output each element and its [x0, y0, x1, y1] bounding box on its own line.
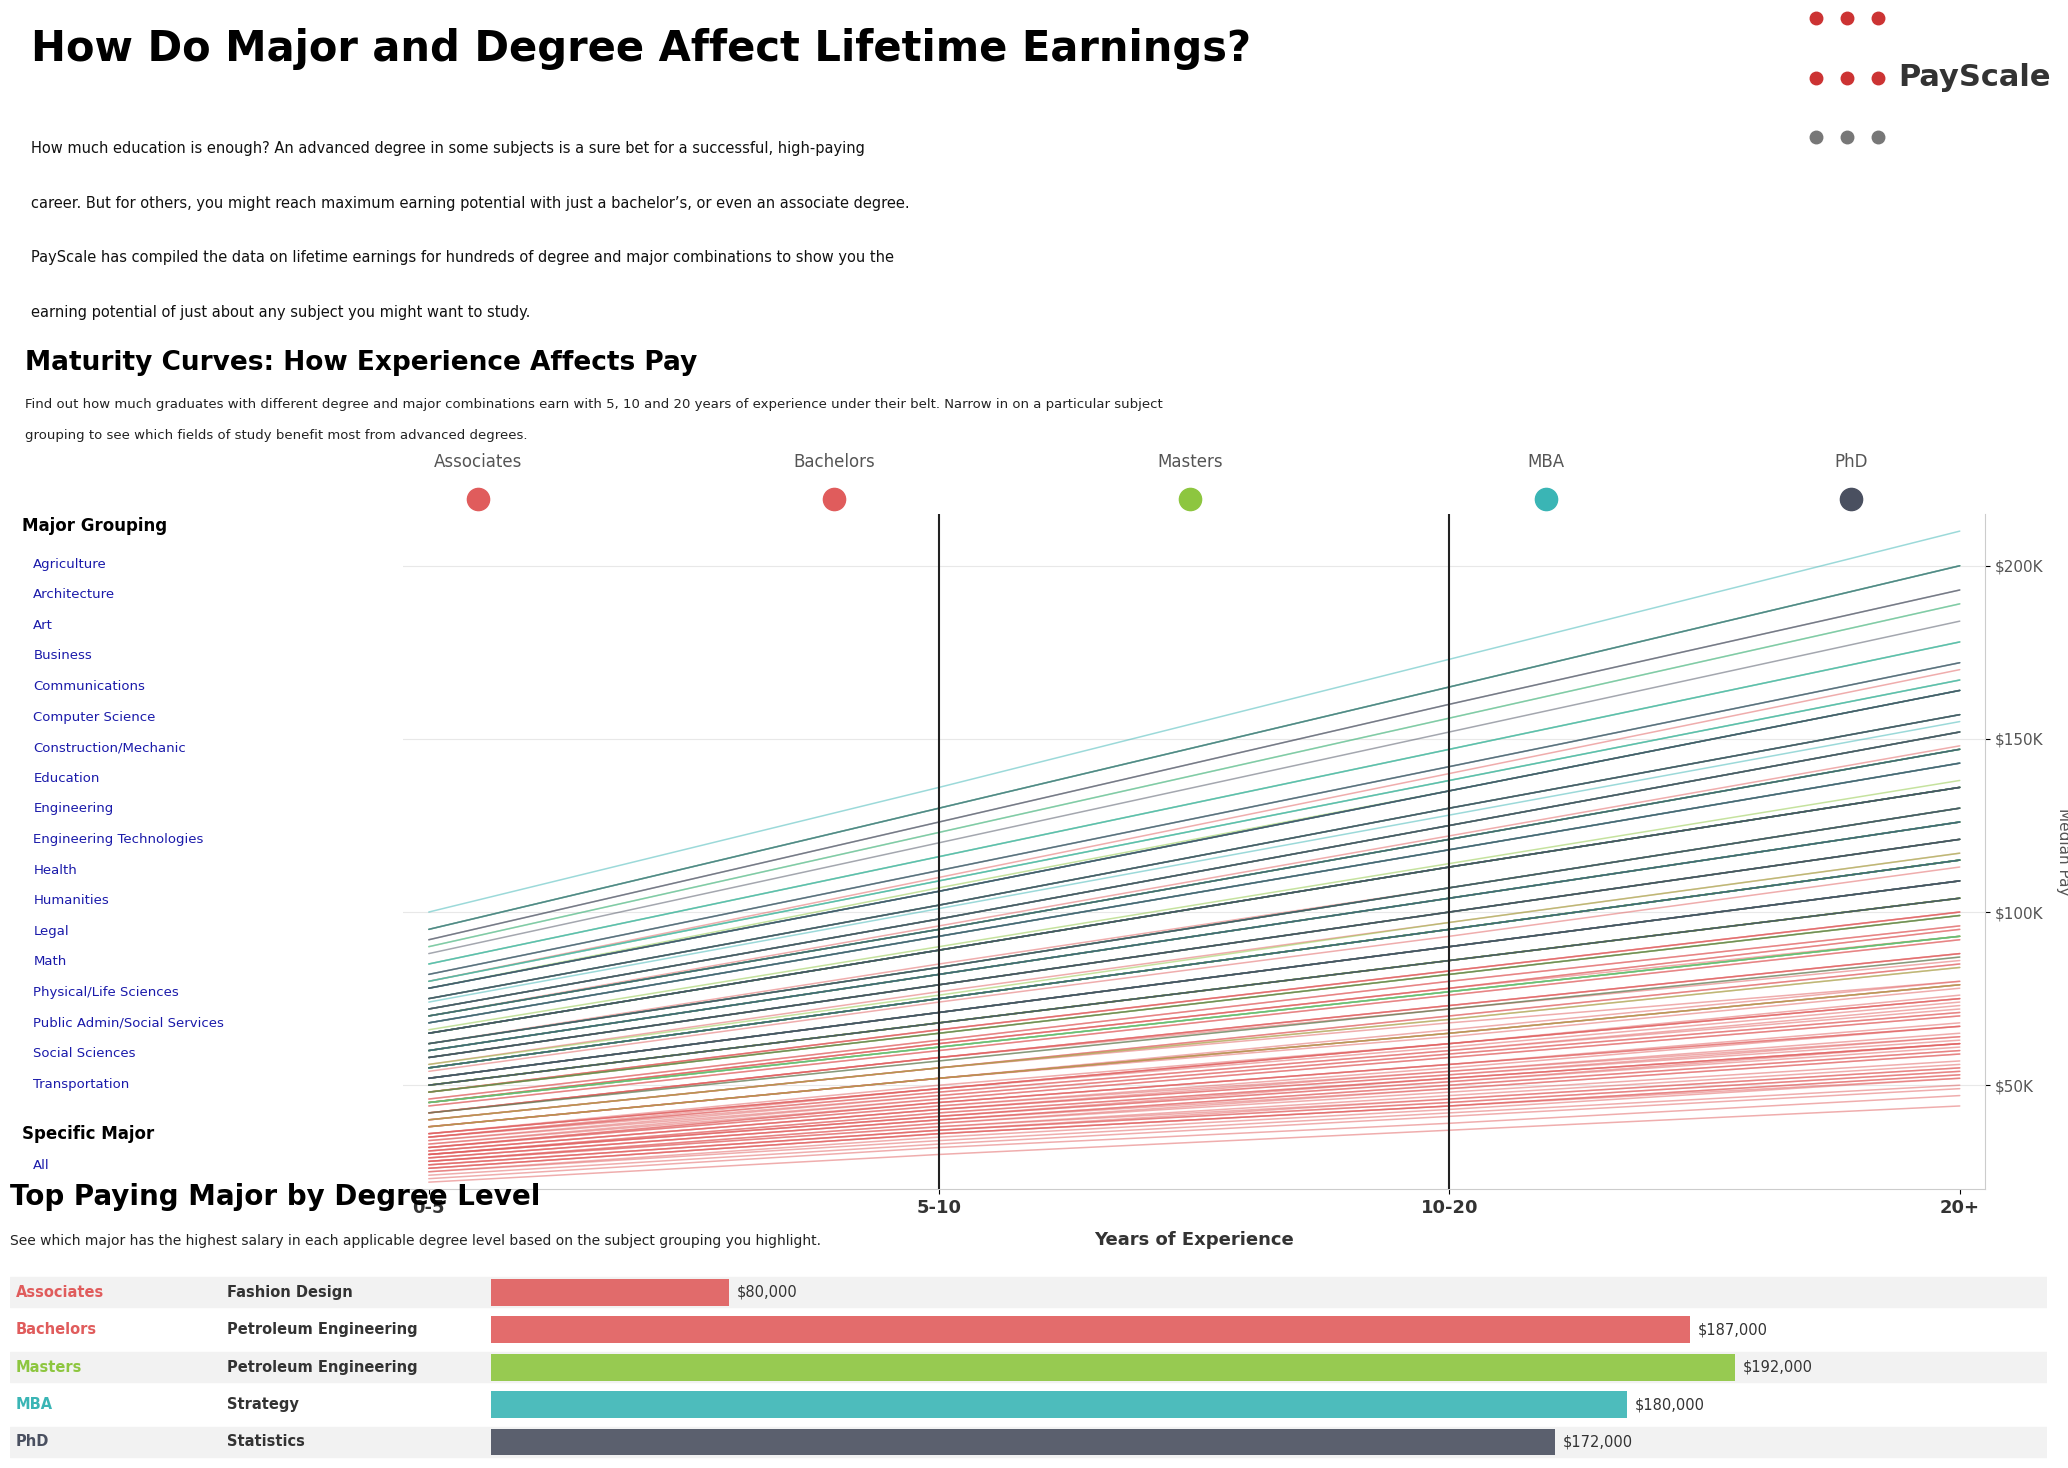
Text: Maturity Curves: How Experience Affects Pay: Maturity Curves: How Experience Affects …: [25, 351, 697, 376]
Text: MBA: MBA: [17, 1398, 54, 1412]
Text: PhD: PhD: [17, 1434, 50, 1449]
Text: Petroleum Engineering: Petroleum Engineering: [227, 1359, 418, 1374]
Text: Associates: Associates: [434, 452, 521, 471]
Text: How much education is enough? An advanced degree in some subjects is a sure bet : How much education is enough? An advance…: [31, 141, 864, 156]
Text: $180,000: $180,000: [1634, 1398, 1704, 1412]
Text: Strategy: Strategy: [227, 1398, 300, 1412]
Text: Bachelors: Bachelors: [792, 452, 875, 471]
Text: Engineering: Engineering: [33, 803, 114, 815]
Y-axis label: Median Pay: Median Pay: [2056, 807, 2068, 895]
Bar: [10, 1315, 2047, 1345]
Text: grouping to see which fields of study benefit most from advanced degrees.: grouping to see which fields of study be…: [25, 429, 527, 442]
Text: Education: Education: [33, 772, 99, 785]
Bar: [492, 1279, 728, 1307]
Text: Agriculture: Agriculture: [33, 558, 108, 571]
Text: $187,000: $187,000: [1698, 1323, 1768, 1337]
Text: PayScale: PayScale: [1898, 63, 2051, 92]
Text: Masters: Masters: [17, 1359, 83, 1374]
Bar: [492, 1317, 1690, 1343]
Bar: [10, 1277, 2047, 1308]
Bar: [10, 1352, 2047, 1383]
Text: Physical/Life Sciences: Physical/Life Sciences: [33, 986, 180, 998]
Text: Humanities: Humanities: [33, 894, 110, 907]
Text: $80,000: $80,000: [736, 1284, 796, 1299]
Text: Math: Math: [33, 956, 66, 969]
Bar: [10, 1390, 2047, 1420]
Text: Computer Science: Computer Science: [33, 711, 155, 724]
Text: Bachelors: Bachelors: [17, 1323, 97, 1337]
Bar: [492, 1353, 1735, 1380]
Bar: [10, 1427, 2047, 1456]
Text: Top Paying Major by Degree Level: Top Paying Major by Degree Level: [10, 1183, 540, 1211]
Text: Public Admin/Social Services: Public Admin/Social Services: [33, 1016, 223, 1029]
Text: PayScale has compiled the data on lifetime earnings for hundreds of degree and m: PayScale has compiled the data on lifeti…: [31, 250, 893, 266]
Text: PhD: PhD: [1834, 452, 1867, 471]
Text: Specific Major: Specific Major: [23, 1124, 155, 1144]
Text: Transportation: Transportation: [33, 1078, 130, 1091]
Text: How Do Major and Degree Affect Lifetime Earnings?: How Do Major and Degree Affect Lifetime …: [31, 28, 1251, 70]
Bar: [492, 1392, 1628, 1418]
Text: Architecture: Architecture: [33, 589, 116, 602]
Text: Major Grouping: Major Grouping: [23, 517, 168, 536]
Text: Construction/Mechanic: Construction/Mechanic: [33, 741, 186, 755]
Text: Social Sciences: Social Sciences: [33, 1047, 136, 1060]
Text: Communications: Communications: [33, 680, 145, 693]
Text: earning potential of just about any subject you might want to study.: earning potential of just about any subj…: [31, 305, 529, 320]
Bar: [492, 1428, 1555, 1455]
Text: Fashion Design: Fashion Design: [227, 1284, 354, 1299]
Text: MBA: MBA: [1528, 452, 1565, 471]
Text: Masters: Masters: [1158, 452, 1222, 471]
Text: Art: Art: [33, 619, 54, 631]
Text: See which major has the highest salary in each applicable degree level based on : See which major has the highest salary i…: [10, 1235, 821, 1248]
Text: Petroleum Engineering: Petroleum Engineering: [227, 1323, 418, 1337]
Text: Associates: Associates: [17, 1284, 103, 1299]
Text: career. But for others, you might reach maximum earning potential with just a ba: career. But for others, you might reach …: [31, 195, 910, 210]
Text: $172,000: $172,000: [1563, 1434, 1634, 1449]
Text: Legal: Legal: [33, 925, 68, 938]
Text: Statistics: Statistics: [227, 1434, 306, 1449]
Text: $192,000: $192,000: [1743, 1359, 1812, 1374]
Text: Engineering Technologies: Engineering Technologies: [33, 832, 203, 846]
Text: All: All: [33, 1158, 50, 1171]
Text: Health: Health: [33, 863, 77, 876]
Text: Find out how much graduates with different degree and major combinations earn wi: Find out how much graduates with differe…: [25, 398, 1162, 411]
X-axis label: Years of Experience: Years of Experience: [1094, 1230, 1295, 1249]
Text: Business: Business: [33, 649, 93, 662]
